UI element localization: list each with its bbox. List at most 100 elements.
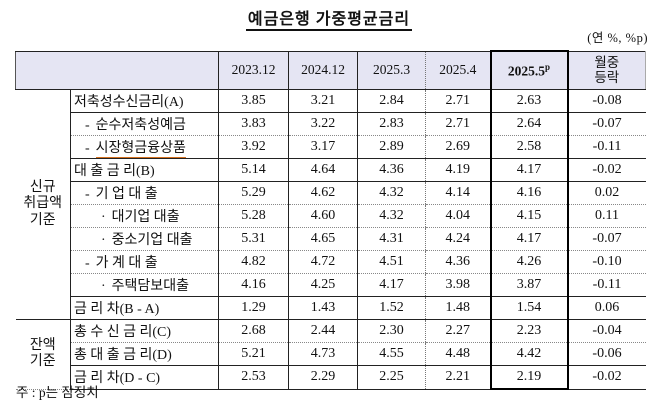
value-cell: 4.14 xyxy=(425,181,491,205)
change-cell: 0.02 xyxy=(567,181,646,205)
value-cell: 4.31 xyxy=(357,227,426,251)
col-header-monthly-change: 월중 등락 xyxy=(567,50,646,90)
change-cell: -0.10 xyxy=(567,250,646,274)
value-cell: 4.19 xyxy=(425,158,491,182)
value-cell-highlight: 4.17 xyxy=(489,227,569,251)
value-cell: 4.25 xyxy=(288,273,358,297)
value-cell: 4.51 xyxy=(357,250,426,274)
value-cell: 4.36 xyxy=(357,158,426,182)
page-title: 예금은행 가중평균금리 xyxy=(0,5,658,31)
value-cell: 4.32 xyxy=(357,181,426,205)
col-header-2025-4: 2025.4 xyxy=(425,50,491,90)
change-cell: -0.02 xyxy=(567,158,646,182)
value-cell: 5.29 xyxy=(218,181,289,205)
col-header-2025-5p: 2025.5p xyxy=(489,50,569,90)
value-cell: 4.72 xyxy=(288,250,358,274)
value-cell: 4.36 xyxy=(425,250,491,274)
value-cell-highlight: 4.15 xyxy=(489,204,569,228)
value-cell: 4.17 xyxy=(357,273,426,297)
table-row: 총 대 출 금 리(D) 5.21 4.73 4.55 4.48 4.42 -0… xyxy=(16,342,646,366)
provisional-superscript: p xyxy=(545,61,551,72)
col-header-2025-3: 2025.3 xyxy=(357,50,426,90)
value-cell: 2.27 xyxy=(425,319,491,343)
value-cell: 4.73 xyxy=(288,342,358,366)
change-cell: -0.06 xyxy=(567,342,646,366)
value-cell-highlight: 2.23 xyxy=(489,319,569,343)
value-cell: 5.31 xyxy=(218,227,289,251)
change-cell: -0.02 xyxy=(567,365,646,390)
col-header-2023-12: 2023.12 xyxy=(218,50,289,90)
value-cell-highlight: 2.64 xyxy=(489,112,569,136)
value-cell: 2.89 xyxy=(357,135,426,159)
table-row: - 시장형금융상품 3.92 3.17 2.89 2.69 2.58 -0.11 xyxy=(16,135,646,159)
table-row: 금 리 차(D - C) 2.53 2.29 2.25 2.21 2.19 -0… xyxy=(16,365,646,390)
value-cell-highlight: 4.26 xyxy=(489,250,569,274)
value-cell: 1.52 xyxy=(357,296,426,320)
table-row: -가 계 대 출 4.82 4.72 4.51 4.36 4.26 -0.10 xyxy=(16,250,646,274)
row-label: 금 리 차(D - C) xyxy=(70,365,219,390)
value-cell: 5.14 xyxy=(218,158,289,182)
weighted-average-rate-table: 2023.12 2024.12 2025.3 2025.4 2025.5p 월중… xyxy=(15,50,646,390)
spellcheck-underlined-label: 시장형금융상품 xyxy=(95,141,186,158)
value-cell: 5.28 xyxy=(218,204,289,228)
value-cell: 2.29 xyxy=(288,365,358,390)
value-cell: 2.69 xyxy=(425,135,491,159)
change-cell: 0.11 xyxy=(567,204,646,228)
table-row: · 주택담보대출 4.16 4.25 4.17 3.98 3.87 -0.11 xyxy=(16,273,646,297)
value-cell: 4.64 xyxy=(288,158,358,182)
value-cell: 3.85 xyxy=(218,89,289,113)
value-cell: 2.30 xyxy=(357,319,426,343)
change-cell: -0.04 xyxy=(567,319,646,343)
value-cell: 4.04 xyxy=(425,204,491,228)
value-cell: 2.44 xyxy=(288,319,358,343)
value-cell: 4.62 xyxy=(288,181,358,205)
row-label: · 대기업 대출 xyxy=(70,204,219,228)
table-row: -기 업 대 출 5.29 4.62 4.32 4.14 4.16 0.02 xyxy=(16,181,646,205)
value-cell-highlight: 4.17 xyxy=(489,158,569,182)
value-cell: 3.98 xyxy=(425,273,491,297)
value-cell: 2.84 xyxy=(357,89,426,113)
value-cell: 4.32 xyxy=(357,204,426,228)
value-cell: 4.55 xyxy=(357,342,426,366)
table-row: 잔액 기준 총 수 신 금 리(C) 2.68 2.44 2.30 2.27 2… xyxy=(15,319,646,390)
value-cell-highlight: 1.54 xyxy=(489,296,569,320)
value-cell-highlight: 2.63 xyxy=(489,89,569,113)
table-header-row: 2023.12 2024.12 2025.3 2025.4 2025.5p 월중… xyxy=(15,50,646,90)
value-cell: 2.53 xyxy=(218,365,289,390)
header-corner-cell xyxy=(15,50,219,90)
table-row: · 대기업 대출 5.28 4.60 4.32 4.04 4.15 0.11 xyxy=(16,204,646,228)
row-label: · 주택담보대출 xyxy=(70,273,219,297)
footnote: 주 : p는 잠정치 xyxy=(16,385,99,400)
table-row: 금 리 차(B - A) 1.29 1.43 1.52 1.48 1.54 0.… xyxy=(16,296,646,320)
row-label: 저축성수신금리(A) xyxy=(70,89,219,113)
value-cell: 2.83 xyxy=(357,112,426,136)
table-row: 신규 취급액 기준 저축성수신금리(A) 3.85 3.21 2.84 2.71… xyxy=(15,89,646,320)
change-cell: -0.08 xyxy=(567,89,646,113)
value-cell: 2.71 xyxy=(425,112,491,136)
value-cell: 4.60 xyxy=(288,204,358,228)
row-label: · 중소기업 대출 xyxy=(70,227,219,251)
table-row: - 순수저축성예금 3.83 3.22 2.83 2.71 2.64 -0.07 xyxy=(16,112,646,136)
value-cell: 4.16 xyxy=(218,273,289,297)
row-label: -가 계 대 출 xyxy=(70,250,219,274)
value-cell: 3.17 xyxy=(288,135,358,159)
unit-note: (연 %, %p) xyxy=(587,31,648,45)
row-label: 금 리 차(B - A) xyxy=(70,296,219,320)
value-cell: 2.25 xyxy=(357,365,426,390)
value-cell: 5.21 xyxy=(218,342,289,366)
value-cell: 4.65 xyxy=(288,227,358,251)
value-cell-highlight: 2.58 xyxy=(489,135,569,159)
value-cell: 4.82 xyxy=(218,250,289,274)
value-cell: 3.21 xyxy=(288,89,358,113)
value-cell: 4.24 xyxy=(425,227,491,251)
value-cell-highlight: 2.19 xyxy=(489,365,569,390)
value-cell: 2.68 xyxy=(218,319,289,343)
value-cell: 3.83 xyxy=(218,112,289,136)
value-cell: 4.48 xyxy=(425,342,491,366)
value-cell: 2.71 xyxy=(425,89,491,113)
table-row: 대 출 금 리(B) 5.14 4.64 4.36 4.19 4.17 -0.0… xyxy=(16,158,646,182)
col-header-2024-12: 2024.12 xyxy=(288,50,358,90)
change-cell: -0.11 xyxy=(567,273,646,297)
row-label: 총 대 출 금 리(D) xyxy=(70,342,219,366)
